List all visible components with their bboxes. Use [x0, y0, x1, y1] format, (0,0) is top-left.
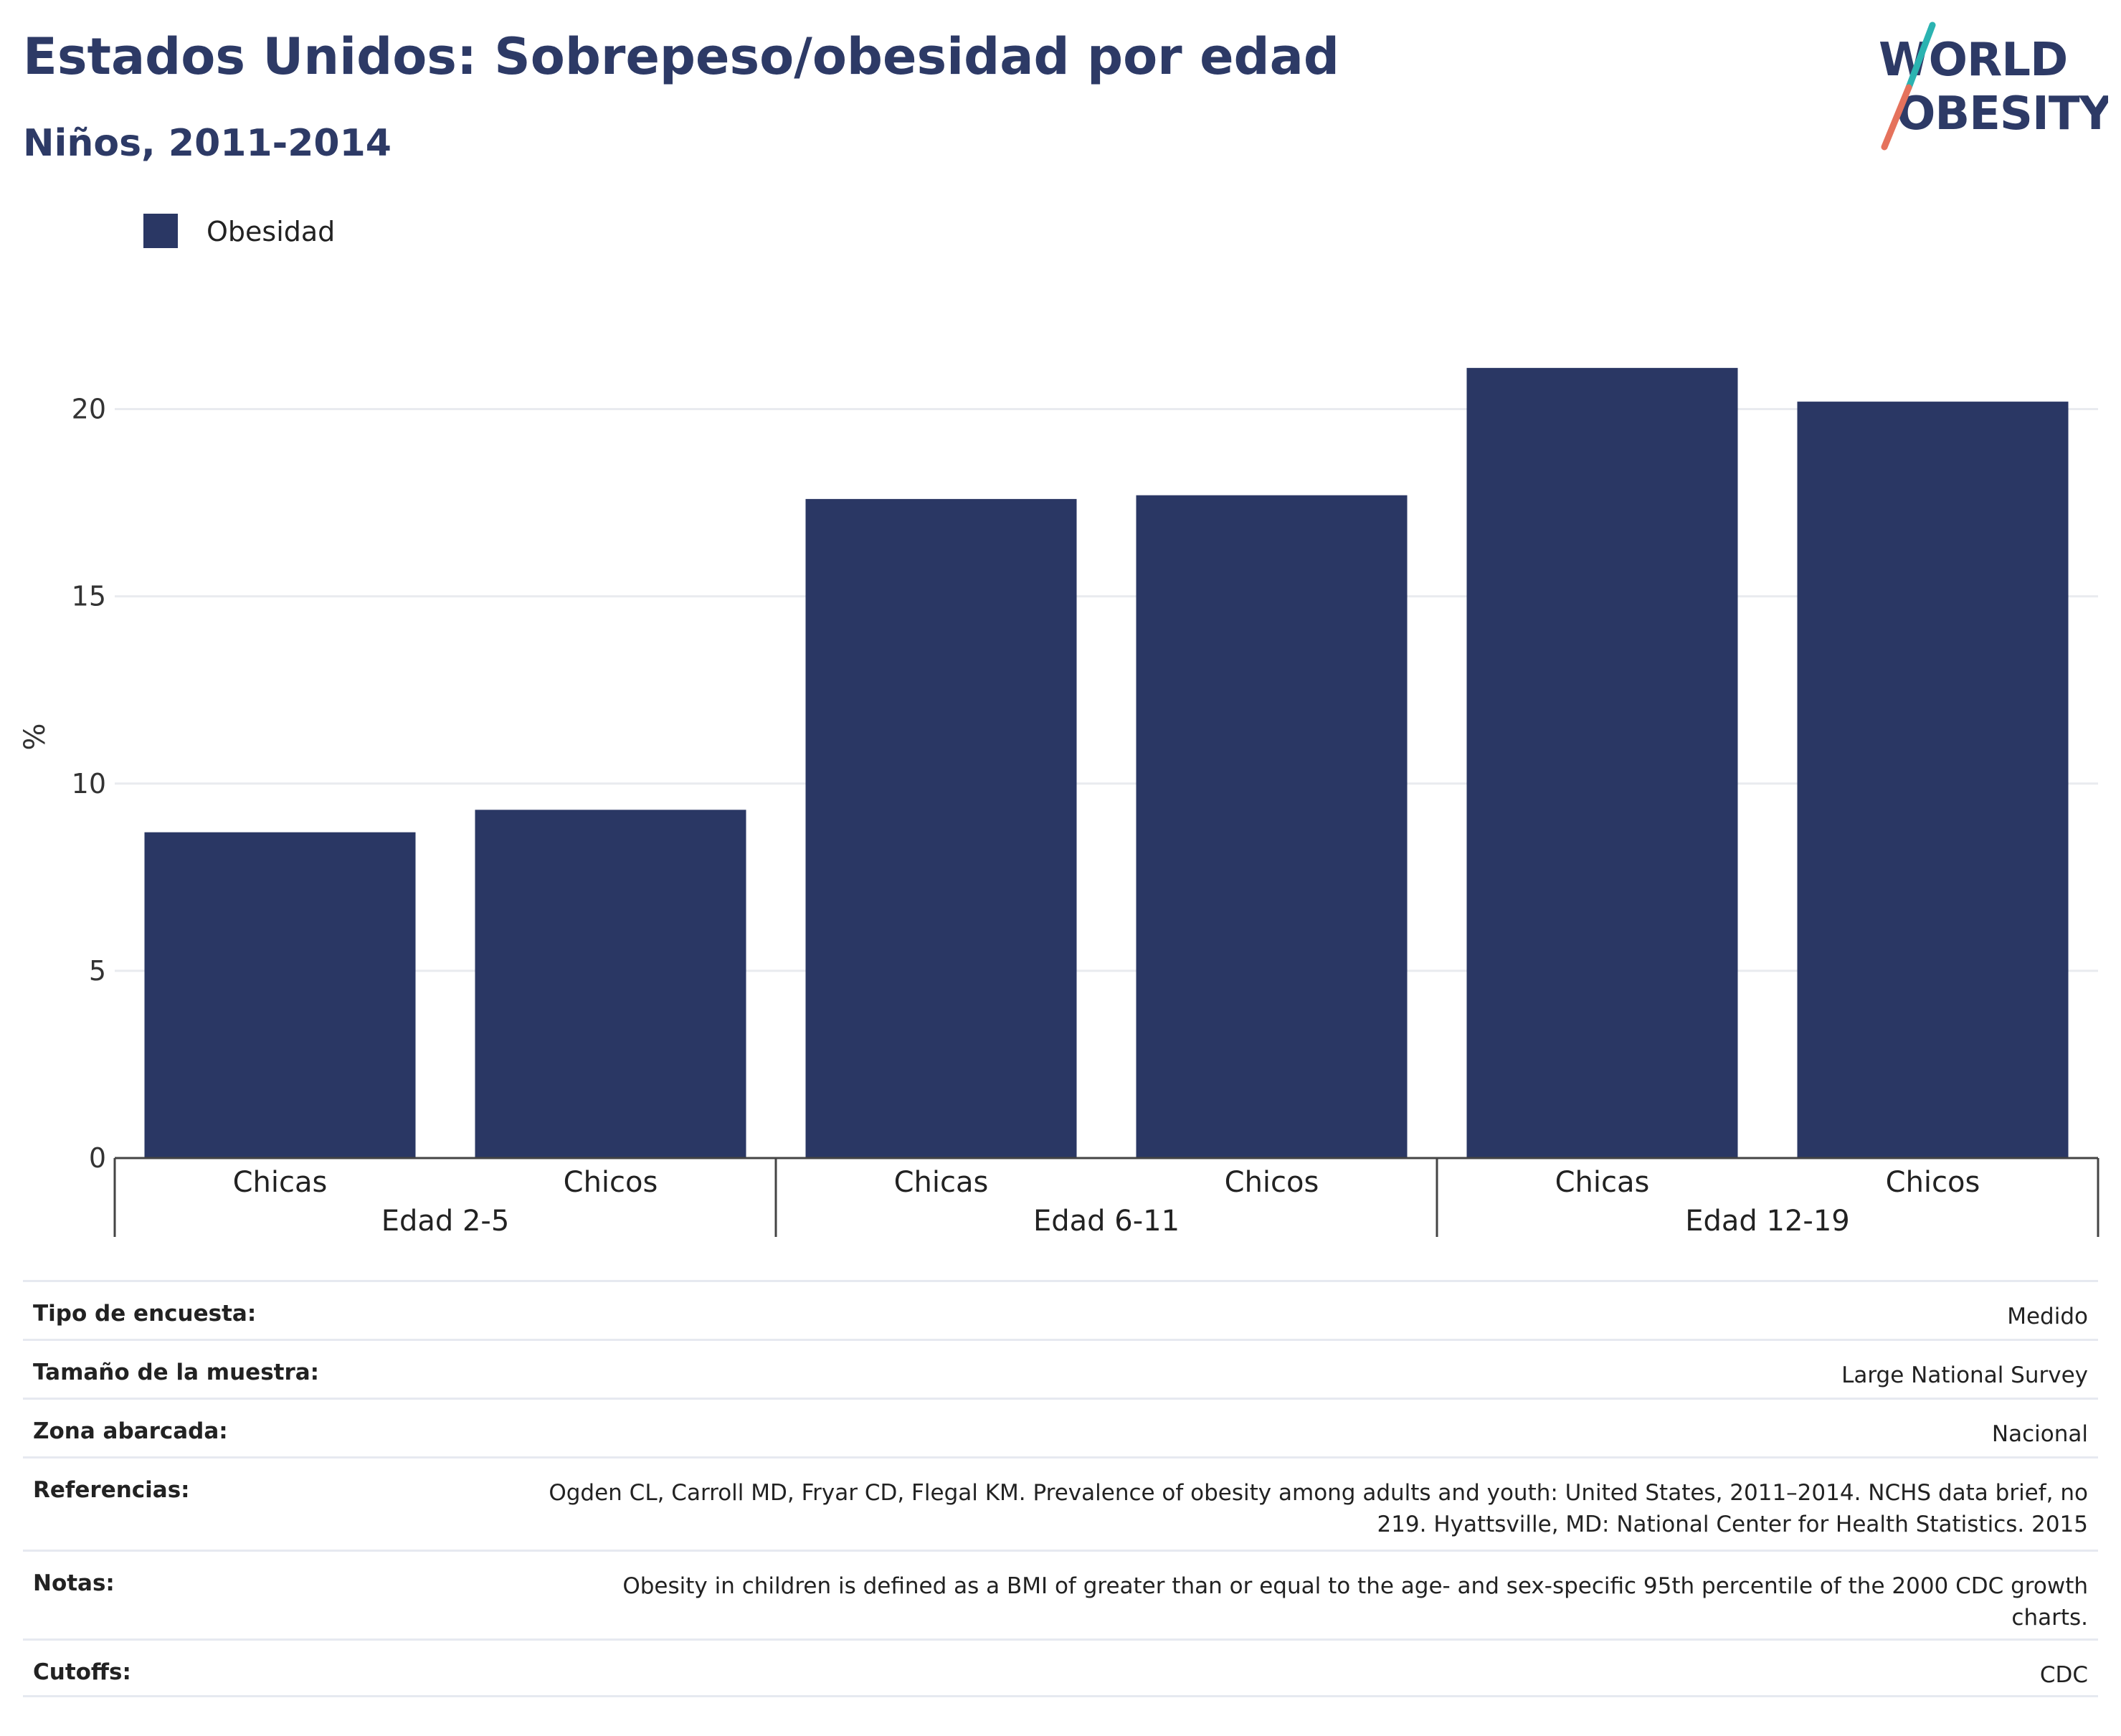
- metadata-row: Tipo de encuesta: Medido: [23, 1280, 2098, 1339]
- metadata-value: Obesity in children is defined as a BMI …: [622, 1573, 2088, 1631]
- y-tick-label: 15: [72, 581, 106, 612]
- bar: [805, 498, 1077, 1158]
- x-tick-label: Chicos: [1886, 1166, 1980, 1199]
- metadata-row: Notas: Obesity in children is defined as …: [23, 1550, 2098, 1638]
- svg-text:OBESITY: OBESITY: [1897, 87, 2108, 141]
- metadata-label: Notas:: [33, 1570, 115, 1596]
- x-tick-label: Chicos: [564, 1166, 658, 1199]
- metadata-label: Zona abarcada:: [33, 1418, 228, 1444]
- y-axis-label: %: [19, 723, 52, 750]
- x-tick-label: Chicos: [1225, 1166, 1319, 1199]
- metadata-value: Large National Survey: [1841, 1362, 2088, 1388]
- metadata-value: Nacional: [1991, 1421, 2088, 1447]
- metadata-value: CDC: [2039, 1662, 2088, 1688]
- x-tick-label: Chicas: [1555, 1166, 1650, 1199]
- legend-label: Obesidad: [207, 216, 335, 247]
- metadata-table: Tipo de encuesta: Medido Tamaño de la mues…: [23, 1280, 2098, 1697]
- bar: [475, 810, 746, 1158]
- metadata-label: Referencias:: [33, 1477, 190, 1503]
- y-tick-label: 5: [89, 955, 106, 987]
- x-tick-label: Chicas: [894, 1166, 989, 1199]
- metadata-label: Tamaño de la muestra:: [33, 1360, 320, 1385]
- metadata-label: Tipo de encuesta:: [33, 1301, 257, 1327]
- x-tick-label: Chicas: [233, 1166, 328, 1199]
- group-label: Edad 12-19: [1685, 1205, 1850, 1238]
- y-tick-label: 0: [89, 1142, 106, 1174]
- bar: [1466, 368, 1738, 1158]
- group-label: Edad 2-5: [381, 1205, 510, 1238]
- page-subtitle: Niños, 2011-2014: [23, 122, 392, 165]
- bar-chart: 0 5 10 15 20% Chicas Chicos Chicas Chicos Chicas C…: [19, 214, 2099, 1238]
- metadata-row: Zona abarcada: Nacional: [23, 1398, 2098, 1456]
- bar: [1797, 402, 2069, 1158]
- group-label: Edad 6-11: [1033, 1205, 1180, 1238]
- bar: [1136, 495, 1408, 1158]
- bar: [144, 832, 416, 1158]
- metadata-value: Medido: [2007, 1304, 2088, 1329]
- y-tick-label: 20: [72, 394, 106, 425]
- metadata-row: Cutoffs: CDC: [23, 1638, 2098, 1697]
- metadata-label: Cutoffs:: [33, 1659, 131, 1685]
- legend-swatch: [143, 214, 178, 248]
- metadata-value: Ogden CL, Carroll MD, Fryar CD, Flegal K…: [549, 1480, 2088, 1538]
- y-tick-label: 10: [72, 768, 106, 800]
- metadata-row: Referencias: Ogden CL, Carroll MD, Fryar …: [23, 1456, 2098, 1550]
- page-title: Estados Unidos: Sobrepeso/obesidad por e…: [23, 27, 1339, 86]
- world-obesity-logo: WORLD OBESITY: [1879, 22, 2108, 151]
- metadata-row: Tamaño de la muestra: Large National Surv…: [23, 1339, 2098, 1398]
